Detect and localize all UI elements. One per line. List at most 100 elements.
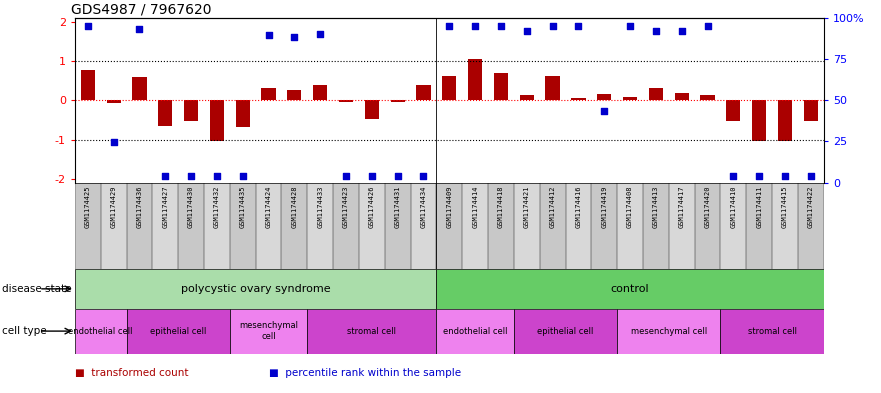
- Text: GSM1174419: GSM1174419: [601, 185, 607, 228]
- Point: [107, 139, 121, 145]
- Text: GSM1174413: GSM1174413: [653, 185, 659, 228]
- Point: [520, 28, 534, 35]
- Bar: [488, 183, 514, 269]
- Text: GSM1174415: GSM1174415: [782, 185, 788, 228]
- Text: GSM1174411: GSM1174411: [756, 185, 762, 228]
- Bar: [262, 88, 276, 100]
- Text: GSM1174433: GSM1174433: [317, 185, 323, 228]
- Text: mesenchymal cell: mesenchymal cell: [631, 327, 707, 336]
- Text: GSM1174417: GSM1174417: [678, 185, 685, 228]
- Bar: [307, 183, 333, 269]
- Bar: [436, 183, 463, 269]
- Bar: [365, 100, 379, 119]
- Bar: [359, 183, 385, 269]
- Text: GSM1174434: GSM1174434: [420, 185, 426, 228]
- Point: [648, 28, 663, 35]
- Bar: [75, 269, 436, 309]
- Text: endothelial cell: endothelial cell: [69, 327, 133, 336]
- Point: [700, 23, 714, 29]
- Point: [262, 32, 276, 39]
- Bar: [287, 90, 301, 100]
- Text: GSM1174422: GSM1174422: [808, 185, 814, 228]
- Text: GSM1174414: GSM1174414: [472, 185, 478, 228]
- Bar: [752, 100, 766, 141]
- Text: GSM1174424: GSM1174424: [265, 185, 271, 228]
- Bar: [514, 183, 540, 269]
- Text: GSM1174408: GSM1174408: [627, 185, 633, 228]
- Text: GSM1174427: GSM1174427: [162, 185, 168, 228]
- Bar: [307, 309, 436, 354]
- Bar: [566, 183, 591, 269]
- Bar: [618, 309, 721, 354]
- Point: [132, 26, 146, 32]
- Point: [236, 173, 250, 179]
- Text: ■  transformed count: ■ transformed count: [75, 368, 189, 378]
- Bar: [178, 183, 204, 269]
- Point: [365, 173, 379, 179]
- Bar: [721, 309, 824, 354]
- Bar: [468, 59, 482, 100]
- Bar: [417, 85, 431, 100]
- Bar: [255, 183, 281, 269]
- Point: [184, 173, 198, 179]
- Text: GSM1174431: GSM1174431: [395, 185, 401, 228]
- Bar: [339, 100, 353, 102]
- Text: cell type: cell type: [2, 326, 47, 336]
- Point: [390, 173, 404, 179]
- Bar: [230, 309, 307, 354]
- Text: GDS4987 / 7967620: GDS4987 / 7967620: [71, 2, 211, 17]
- Text: endothelial cell: endothelial cell: [443, 327, 507, 336]
- Bar: [385, 183, 411, 269]
- Point: [572, 23, 586, 29]
- Point: [313, 31, 327, 37]
- Text: GSM1174436: GSM1174436: [137, 185, 143, 228]
- Bar: [442, 76, 456, 100]
- Bar: [597, 94, 611, 100]
- Text: GSM1174412: GSM1174412: [550, 185, 556, 228]
- Text: stromal cell: stromal cell: [347, 327, 396, 336]
- Point: [545, 23, 559, 29]
- Bar: [618, 183, 643, 269]
- Bar: [75, 309, 127, 354]
- Bar: [81, 70, 95, 100]
- Bar: [772, 183, 798, 269]
- Bar: [127, 309, 230, 354]
- Bar: [545, 76, 559, 100]
- Text: GSM1174409: GSM1174409: [447, 185, 452, 228]
- Bar: [494, 73, 508, 100]
- Text: stromal cell: stromal cell: [748, 327, 796, 336]
- Bar: [127, 183, 152, 269]
- Bar: [675, 93, 689, 100]
- Point: [339, 173, 353, 179]
- Bar: [798, 183, 824, 269]
- Point: [442, 23, 456, 29]
- Bar: [107, 100, 121, 103]
- Bar: [591, 183, 618, 269]
- Text: GSM1174425: GSM1174425: [85, 185, 91, 228]
- Bar: [803, 100, 818, 121]
- Bar: [721, 183, 746, 269]
- Bar: [100, 183, 127, 269]
- Bar: [643, 183, 669, 269]
- Bar: [623, 97, 637, 100]
- Bar: [184, 100, 198, 121]
- Text: mesenchymal
cell: mesenchymal cell: [239, 321, 298, 341]
- Bar: [694, 183, 721, 269]
- Text: disease state: disease state: [2, 284, 71, 294]
- Point: [468, 23, 482, 29]
- Text: GSM1174410: GSM1174410: [730, 185, 737, 228]
- Text: GSM1174430: GSM1174430: [188, 185, 194, 228]
- Bar: [390, 100, 404, 102]
- Bar: [726, 100, 740, 121]
- Bar: [520, 95, 534, 100]
- Bar: [75, 183, 100, 269]
- Bar: [669, 183, 694, 269]
- Text: GSM1174432: GSM1174432: [214, 185, 220, 228]
- Bar: [700, 95, 714, 100]
- Bar: [746, 183, 772, 269]
- Text: epithelial cell: epithelial cell: [537, 327, 594, 336]
- Point: [210, 173, 224, 179]
- Bar: [132, 77, 146, 100]
- Text: GSM1174423: GSM1174423: [343, 185, 349, 228]
- Bar: [514, 309, 618, 354]
